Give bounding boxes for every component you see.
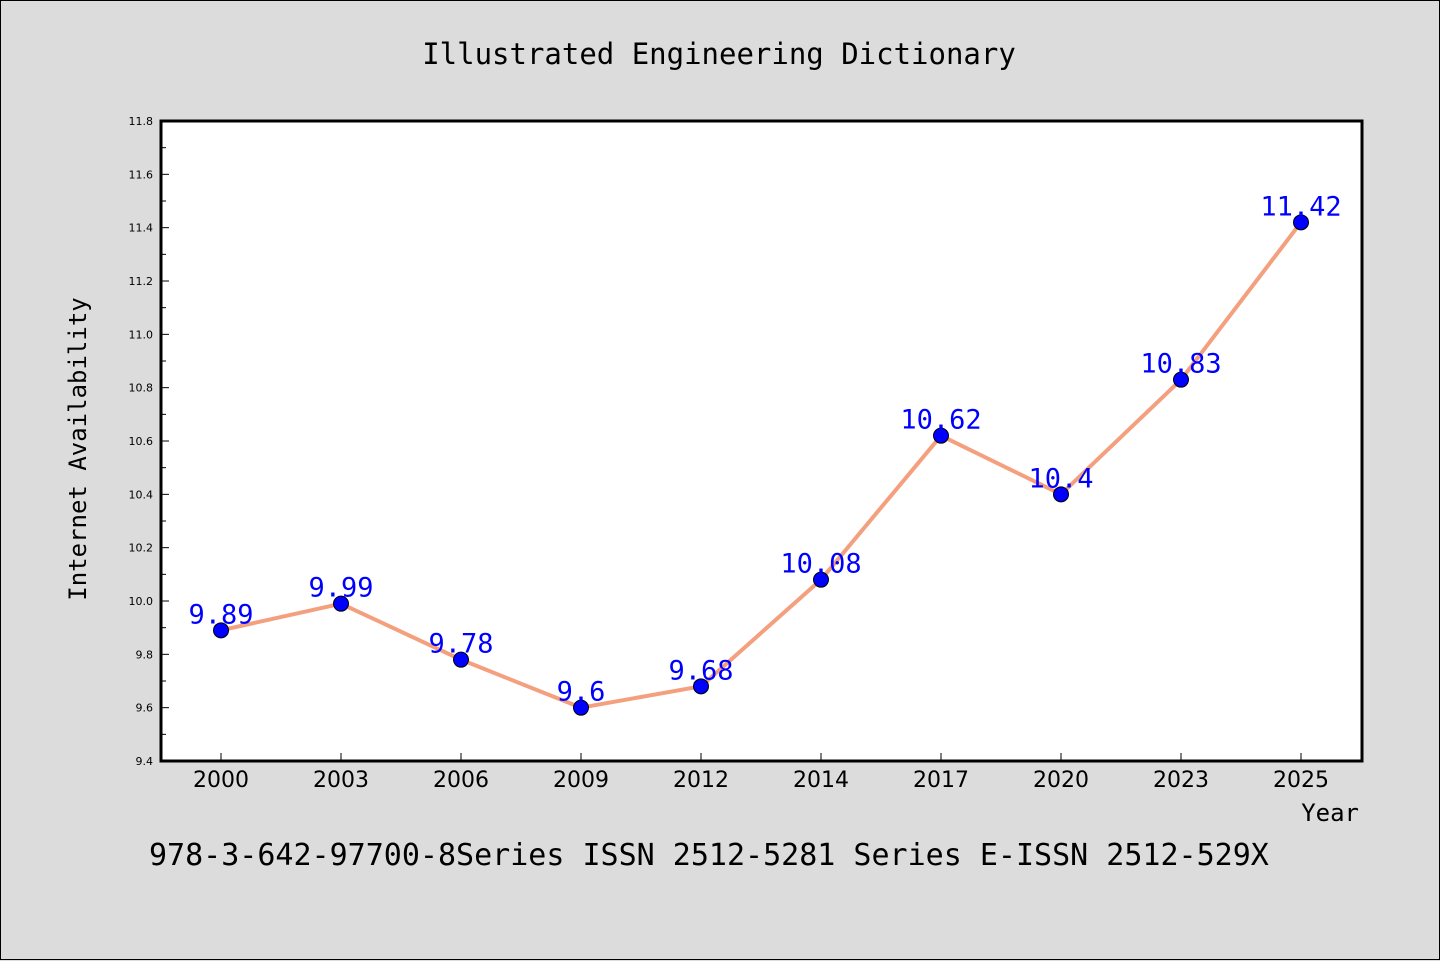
y-tick-label: 10.2 [129, 542, 154, 555]
x-tick-label: 2003 [313, 768, 369, 793]
series-0 [213, 214, 1309, 716]
x-tick-label: 2006 [433, 768, 489, 793]
data-label: 9.99 [308, 573, 373, 604]
y-tick-label: 10.4 [129, 488, 154, 501]
x-tick-label: 2000 [193, 768, 249, 793]
data-point [813, 571, 829, 588]
data-label: 11.42 [1260, 191, 1341, 222]
y-tick-label: 11.4 [129, 222, 154, 235]
data-point [1173, 371, 1189, 388]
x-tick-label: 2017 [913, 768, 969, 793]
y-tick-label: 9.8 [136, 648, 154, 661]
data-point [333, 595, 349, 612]
y-tick-label: 11.6 [129, 168, 154, 181]
x-tick-label: 2025 [1273, 768, 1329, 793]
y-tick-label: 11.2 [129, 275, 154, 288]
x-tick-label: 2020 [1033, 768, 1089, 793]
y-tick-label: 10.8 [129, 382, 154, 395]
data-label: 9.78 [428, 629, 493, 660]
y-axis-label: Internet Availability [64, 297, 92, 600]
series-line [220, 221, 1303, 710]
data-point [1293, 214, 1309, 231]
y-tick-label: 9.4 [136, 755, 154, 768]
data-label: 9.89 [188, 599, 253, 630]
y-tick-label: 10.6 [129, 435, 154, 448]
data-label: 10.62 [900, 405, 981, 436]
x-tick-label: 2012 [673, 768, 729, 793]
data-point [1053, 486, 1069, 503]
x-tick-label: 2014 [793, 768, 849, 793]
footer-isbn-issn: 978-3-642-97700-8Series ISSN 2512-5281 S… [149, 838, 1269, 873]
data-label: 10.83 [1140, 349, 1221, 380]
y-tick-label: 11.8 [129, 115, 154, 128]
x-tick-label: 2009 [553, 768, 609, 793]
y-tick-label: 9.6 [136, 702, 154, 715]
x-axis-label: Year [1301, 799, 1359, 827]
data-point [573, 699, 589, 716]
data-point [933, 427, 949, 444]
data-point [693, 678, 709, 695]
plot-area [159, 119, 1364, 763]
data-labels: 9.89 9.99 9.78 9.6 9.68 10.08 10.62 10.4 10.83 11… [188, 191, 1341, 707]
x-axis: 2000 2003 2006 2009 2012 2014 2017 2020 2023 2025 [193, 753, 1329, 793]
data-label: 9.6 [557, 677, 606, 708]
y-tick-label: 10.0 [129, 595, 154, 608]
data-label: 9.68 [668, 655, 733, 686]
chart-title: Illustrated Engineering Dictionary [422, 37, 1016, 71]
data-label: 10.08 [780, 549, 861, 580]
y-tick-label: 11.0 [129, 328, 154, 341]
data-point [453, 651, 469, 668]
y-axis: 9.4 9.6 9.8 10.0 10.2 10.4 10.6 10.8 11.0 11.2 11.… [129, 115, 169, 768]
x-tick-label: 2023 [1153, 768, 1209, 793]
data-point [213, 622, 229, 639]
data-label: 10.4 [1028, 463, 1093, 494]
